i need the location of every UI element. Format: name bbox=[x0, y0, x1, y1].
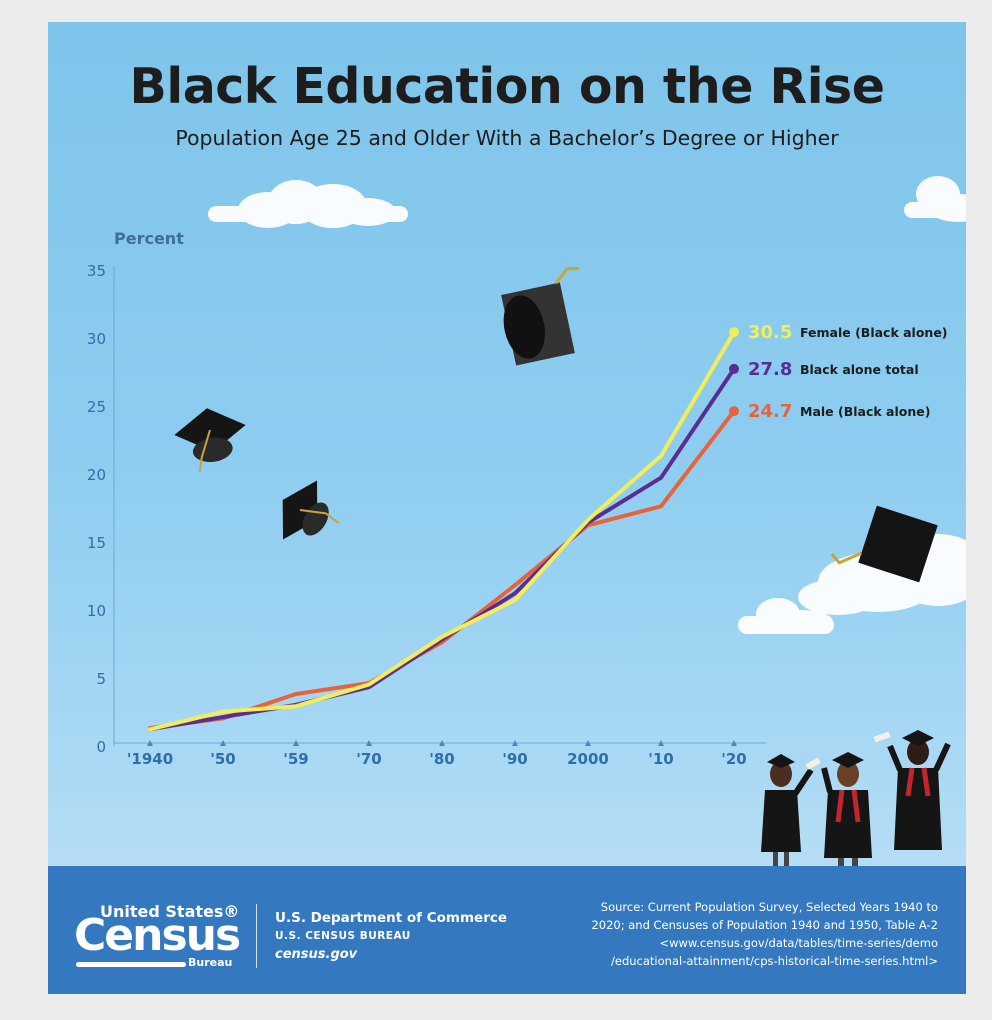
source-note: Source: Current Population Survey, Selec… bbox=[558, 898, 938, 970]
y-tick-label: 10 bbox=[87, 602, 106, 620]
logo-united-states: United States® bbox=[100, 902, 240, 921]
x-tick-label: '90 bbox=[502, 750, 527, 768]
x-ticks: '1940 '50 '59 '70 '80 '90 2000 '10 '20 bbox=[127, 740, 747, 768]
y-tick-label: 30 bbox=[87, 330, 106, 348]
x-tick-label: '20 bbox=[721, 750, 746, 768]
y-tick-label: 15 bbox=[87, 534, 106, 552]
x-tick-mark bbox=[439, 740, 445, 746]
graduation-cap-icon bbox=[174, 408, 246, 472]
series-name-label: Male (Black alone) bbox=[800, 404, 930, 419]
graduation-cap-icon bbox=[501, 266, 580, 366]
footer-bar: United States® Census Bureau U.S. Depart… bbox=[48, 866, 966, 994]
cloud-top-right bbox=[904, 176, 966, 222]
x-tick-label: '70 bbox=[356, 750, 381, 768]
x-tick-mark bbox=[512, 740, 518, 746]
logo-divider bbox=[256, 904, 257, 968]
x-tick-label: '1940 bbox=[127, 750, 173, 768]
x-tick-mark bbox=[147, 740, 153, 746]
series-end-point bbox=[729, 363, 739, 374]
y-ticks: 0 5 10 15 20 25 30 35 bbox=[87, 262, 106, 756]
series-lines bbox=[148, 327, 739, 732]
x-tick-label: '59 bbox=[283, 750, 308, 768]
y-tick-label: 5 bbox=[96, 670, 106, 688]
series-end-point bbox=[729, 406, 739, 417]
y-tick-label: 35 bbox=[87, 262, 106, 280]
cloud-right bbox=[738, 534, 966, 634]
chart-subtitle: Population Age 25 and Older With a Bache… bbox=[175, 126, 839, 150]
y-axis-label: Percent bbox=[114, 229, 184, 248]
x-tick-mark bbox=[293, 740, 299, 746]
series-line bbox=[148, 366, 736, 732]
website-link[interactable]: census.gov bbox=[275, 947, 358, 962]
department-name: U.S. Department of Commerce bbox=[275, 910, 508, 926]
end-value-label: 27.8 bbox=[748, 359, 792, 380]
logo-census: Census bbox=[74, 910, 241, 961]
chart-svg: Percent 0 5 10 15 20 25 30 35 '1940 '50 '59 '70 '80… bbox=[87, 176, 966, 868]
graduates-illustration bbox=[761, 730, 951, 868]
y-tick-label: 20 bbox=[87, 466, 106, 484]
graduation-cap-icon bbox=[830, 505, 938, 583]
x-tick-mark bbox=[731, 740, 737, 746]
logo-underline bbox=[76, 962, 186, 967]
x-tick-label: '10 bbox=[648, 750, 673, 768]
graduation-cap-icon bbox=[282, 480, 340, 540]
chart-title: Black Education on the Rise bbox=[129, 58, 885, 115]
series-name-label: Female (Black alone) bbox=[800, 325, 948, 340]
bureau-name: U.S. CENSUS BUREAU bbox=[275, 930, 411, 942]
x-tick-label: '50 bbox=[210, 750, 235, 768]
x-tick-label: '80 bbox=[429, 750, 454, 768]
y-tick-label: 25 bbox=[87, 398, 106, 416]
source-line: Source: Current Population Survey, Selec… bbox=[600, 900, 938, 914]
series-name-label: Black alone total bbox=[800, 362, 919, 377]
end-labels: 30.5 Female (Black alone) 27.8 Black alone … bbox=[748, 322, 948, 422]
series-end-point bbox=[729, 327, 739, 338]
x-tick-mark bbox=[658, 740, 664, 746]
source-line: /educational-attainment/cps-historical-t… bbox=[611, 954, 938, 968]
infographic-card: Percent 0 5 10 15 20 25 30 35 '1940 '50 '59 '70 '80… bbox=[48, 22, 966, 994]
x-tick-label: 2000 bbox=[567, 750, 609, 768]
x-tick-mark bbox=[585, 740, 591, 746]
source-line: 2020; and Censuses of Population 1940 an… bbox=[591, 918, 938, 932]
cloud-top-left bbox=[208, 180, 408, 228]
source-line: <www.census.gov/data/tables/time-series/… bbox=[659, 936, 938, 950]
x-tick-mark bbox=[366, 740, 372, 746]
y-tick-label: 0 bbox=[96, 738, 106, 756]
series-line bbox=[148, 409, 736, 730]
end-value-label: 30.5 bbox=[748, 322, 792, 343]
logo-bureau: Bureau bbox=[188, 956, 233, 969]
x-tick-mark bbox=[220, 740, 226, 746]
series-line bbox=[148, 330, 736, 732]
end-value-label: 24.7 bbox=[748, 401, 792, 422]
